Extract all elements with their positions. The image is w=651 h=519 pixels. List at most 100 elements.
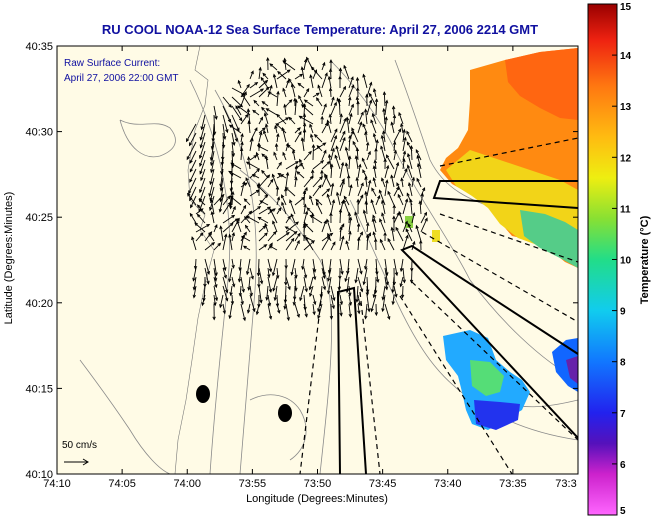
current-vector [268, 91, 278, 98]
current-vector-head [338, 67, 343, 72]
current-vector [370, 119, 377, 134]
current-vector [343, 196, 350, 206]
current-vector-head [346, 174, 351, 179]
current-vector-head [277, 172, 282, 177]
current-vector-head [272, 287, 276, 292]
current-vector-head [286, 69, 291, 73]
current-vector [357, 237, 360, 251]
current-vector-head [406, 164, 411, 169]
current-vector [311, 66, 323, 80]
current-vector-head [268, 268, 273, 273]
current-vector-head [268, 245, 273, 249]
current-vector [285, 231, 298, 242]
current-vector-head [379, 218, 383, 223]
current-vector [361, 158, 368, 170]
current-vector [213, 194, 225, 206]
current-vector-head [231, 264, 235, 269]
colorbar-label: Temperature (°C) [639, 215, 651, 304]
current-vector-head [240, 141, 244, 146]
current-vector-head [317, 84, 321, 89]
current-vector-head [317, 315, 321, 320]
current-vector [276, 232, 290, 242]
current-vector [269, 245, 278, 251]
current-vector [243, 245, 251, 251]
current-vector-head [315, 92, 320, 97]
current-vector [238, 80, 242, 89]
y-axis-ticks: 40:35 40:30 40:25 40:20 40:15 40:10 [25, 41, 578, 481]
current-vector-head [345, 240, 349, 245]
current-vector [285, 172, 289, 188]
current-vector [298, 95, 305, 107]
current-vector [257, 258, 260, 276]
current-vector-head [291, 149, 296, 154]
current-vector [417, 163, 422, 179]
current-vector-head [285, 231, 290, 236]
current-vector-head [382, 107, 386, 112]
current-vector-head [357, 310, 361, 315]
current-vector [330, 164, 333, 179]
current-vector-head [247, 156, 251, 161]
current-vector [285, 80, 290, 89]
current-vector-head [287, 286, 291, 291]
current-vector [247, 109, 251, 125]
current-vector [382, 131, 386, 143]
current-vector [400, 123, 404, 134]
current-vector-head [245, 161, 250, 165]
current-vector-head [186, 156, 190, 161]
current-vector-head [266, 174, 271, 179]
current-vector-head [294, 274, 298, 279]
current-vector-head [326, 193, 330, 198]
current-vector [285, 161, 299, 170]
current-vector [348, 303, 351, 317]
current-vector [339, 118, 347, 134]
current-vector [387, 191, 395, 206]
current-vector [294, 99, 297, 116]
current-vector-head [301, 104, 305, 108]
current-vector-head [187, 192, 191, 197]
current-vector [402, 285, 404, 298]
current-vector-head [261, 169, 265, 174]
current-vector [198, 199, 206, 206]
current-vector [373, 166, 377, 179]
current-vector [294, 127, 301, 134]
current-vector-head [320, 169, 324, 174]
current-vector [219, 186, 224, 202]
current-vector-head [268, 288, 273, 294]
current-vector-head [246, 108, 251, 113]
current-vector [230, 196, 242, 206]
current-vector-head [262, 72, 267, 77]
current-vector-head [250, 275, 254, 280]
current-vector-head [312, 311, 316, 316]
current-vector-head [241, 234, 245, 239]
current-vector-head [348, 96, 352, 101]
current-vector-head [264, 232, 268, 237]
current-vector-head [274, 124, 278, 130]
current-vector [316, 145, 323, 152]
current-vector [249, 168, 260, 179]
current-vector-head [235, 105, 239, 110]
current-vector [228, 267, 233, 282]
current-vector-head [238, 117, 243, 122]
current-vector-head [243, 91, 247, 96]
current-vector-head [304, 288, 308, 293]
current-vector-head [214, 297, 219, 302]
current-vector-head [200, 177, 204, 182]
current-vector [312, 184, 322, 197]
current-vector-head [188, 190, 192, 195]
current-vector-head [351, 127, 355, 132]
station-marker-2 [278, 404, 292, 422]
current-vector [397, 194, 404, 206]
current-vector-head [371, 112, 376, 117]
current-vector-head [225, 297, 229, 302]
current-vector-head [232, 141, 236, 147]
current-vector-head [305, 236, 309, 241]
current-vector [321, 267, 326, 279]
current-vector [191, 236, 197, 251]
current-vector-head [343, 117, 347, 122]
current-vector [296, 171, 305, 179]
current-vector-head [362, 209, 367, 214]
current-vector-head [360, 182, 364, 187]
current-vector [258, 267, 263, 284]
current-vector-head [228, 104, 232, 108]
current-vector [201, 114, 206, 130]
